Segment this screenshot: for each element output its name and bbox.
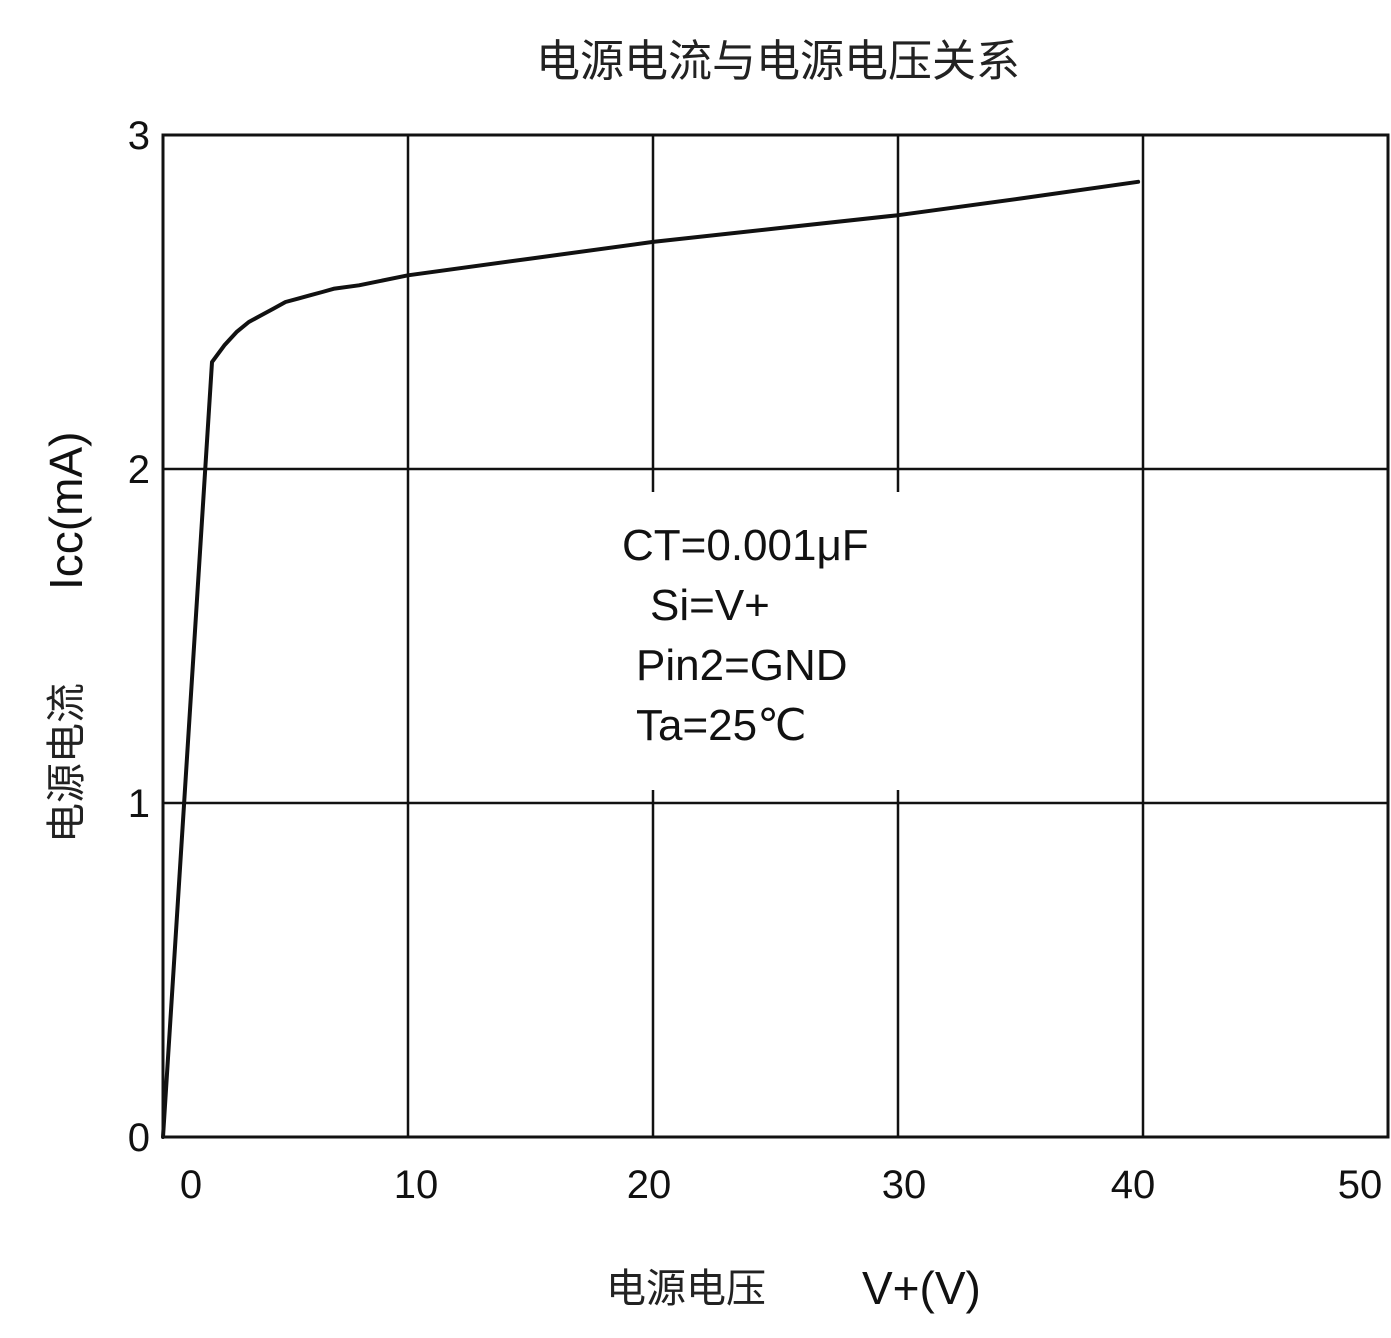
annotation-box: CT=0.001μF Si=V+ Pin2=GND Ta=25℃: [622, 521, 869, 750]
y-tick-label: 2: [128, 448, 150, 492]
x-tick-label: 30: [882, 1163, 927, 1207]
plot-frame: [161, 133, 1390, 1139]
annotation-background: [606, 492, 906, 790]
series-layer: [161, 179, 1141, 1139]
x-tick-label: 50: [1338, 1163, 1383, 1207]
y-tick-label: 0: [128, 1116, 150, 1160]
series-line: [161, 179, 1141, 1139]
y-axis-label-unit: Icc(mA): [40, 432, 92, 590]
x-tick-label: 0: [180, 1163, 202, 1207]
y-axis-label-name: 电源电流: [44, 683, 90, 843]
x-tick-label: 20: [627, 1163, 672, 1207]
x-axis-label-name: 电源电压: [606, 1266, 766, 1312]
annotation-line: CT=0.001μF: [622, 521, 869, 570]
annotation-line: Ta=25℃: [636, 701, 807, 750]
y-tick-label: 3: [128, 114, 150, 158]
tick-labels: 0 10 20 30 40 50 0 1 2 3: [128, 114, 1383, 1207]
x-tick-label: 40: [1111, 1163, 1156, 1207]
x-axis-label-unit: V+(V): [862, 1262, 981, 1314]
annotation-line: Si=V+: [650, 581, 770, 630]
annotation-line: Pin2=GND: [636, 641, 848, 690]
chart-title: 电源电流与电源电压关系: [536, 36, 1020, 87]
x-tick-label: 10: [394, 1163, 439, 1207]
y-tick-label: 1: [128, 782, 150, 826]
